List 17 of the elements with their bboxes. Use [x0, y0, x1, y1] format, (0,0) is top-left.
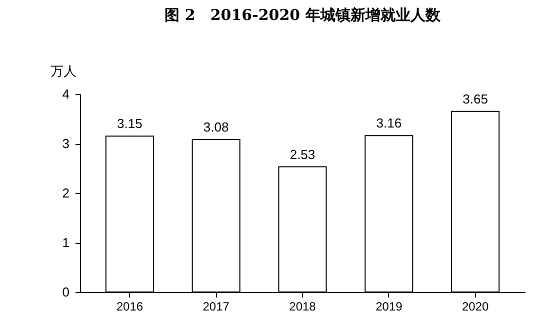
- chart-title: 图 2 2016-2020 年城镇新增就业人数: [164, 6, 442, 24]
- y-tick-label: 0: [62, 284, 70, 300]
- y-axis-title: 万人: [50, 64, 76, 80]
- data-label: 3.15: [117, 116, 142, 132]
- y-tick-label: 4: [62, 86, 70, 102]
- x-tick-label: 2018: [289, 300, 316, 314]
- y-tick-label: 1: [62, 235, 70, 250]
- x-tick-label: 2019: [376, 300, 403, 314]
- data-label: 3.16: [376, 116, 402, 131]
- x-tick-label: 2016: [116, 300, 144, 314]
- y-tick-label: 3: [62, 136, 70, 151]
- y-tick-label: 2: [62, 186, 70, 200]
- x-tick-label: 2020: [462, 300, 489, 314]
- x-tick-label: 2017: [202, 300, 230, 314]
- data-label: 3.65: [462, 91, 488, 106]
- data-label: 3.08: [203, 120, 229, 135]
- data-label: 2.53: [290, 146, 316, 162]
